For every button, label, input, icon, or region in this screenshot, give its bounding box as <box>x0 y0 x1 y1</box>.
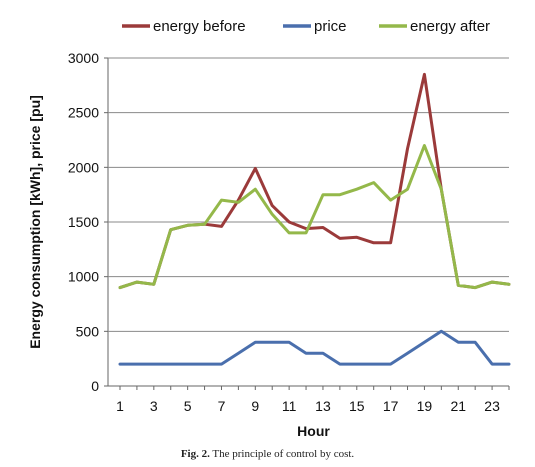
x-axis-label: Hour <box>297 423 330 439</box>
x-tick-label: 19 <box>417 398 433 414</box>
gridlines <box>108 57 509 332</box>
x-tick-label: 3 <box>150 398 158 414</box>
y-axis-ticks: 0 500 1000 1500 2000 2500 3000 <box>68 50 108 394</box>
legend-label: energy after <box>410 18 490 35</box>
x-tick-label: 15 <box>349 398 365 414</box>
x-tick-label: 7 <box>218 398 226 414</box>
y-tick-label: 500 <box>76 323 100 339</box>
y-tick-label: 3000 <box>68 50 99 66</box>
y-tick-label: 1000 <box>68 269 99 285</box>
x-tick-label: 9 <box>251 398 259 414</box>
y-tick-label: 0 <box>91 378 99 394</box>
y-tick-label: 2000 <box>68 159 99 175</box>
x-tick-label: 5 <box>184 398 192 414</box>
x-tick-label: 23 <box>484 398 500 414</box>
x-tick-label: 13 <box>315 398 331 414</box>
figure-caption: Fig. 2. The principle of control by cost… <box>0 448 535 460</box>
legend-label: energy before <box>153 18 246 35</box>
caption-text: The principle of control by cost. <box>212 448 355 460</box>
y-axis-label: Energy consumption [kWh], price [pu] <box>27 95 43 349</box>
x-axis-ticks: 1 3 5 7 9 11 13 15 17 19 21 23 <box>116 386 510 414</box>
y-tick-label: 1500 <box>68 214 99 230</box>
y-tick-label: 2500 <box>68 105 99 121</box>
legend-label: price <box>314 18 347 35</box>
series-line-energy-before <box>118 72 511 290</box>
series-lines <box>118 72 511 366</box>
x-tick-label: 11 <box>282 398 297 414</box>
x-tick-label: 17 <box>383 398 399 414</box>
x-tick-label: 1 <box>116 398 124 414</box>
series-line-energy-after <box>118 144 511 290</box>
x-tick-label: 21 <box>450 398 466 414</box>
series-line-price <box>118 329 511 366</box>
chart-legend: energy before price energy after <box>122 18 490 35</box>
caption-label: Fig. 2. <box>180 448 210 460</box>
